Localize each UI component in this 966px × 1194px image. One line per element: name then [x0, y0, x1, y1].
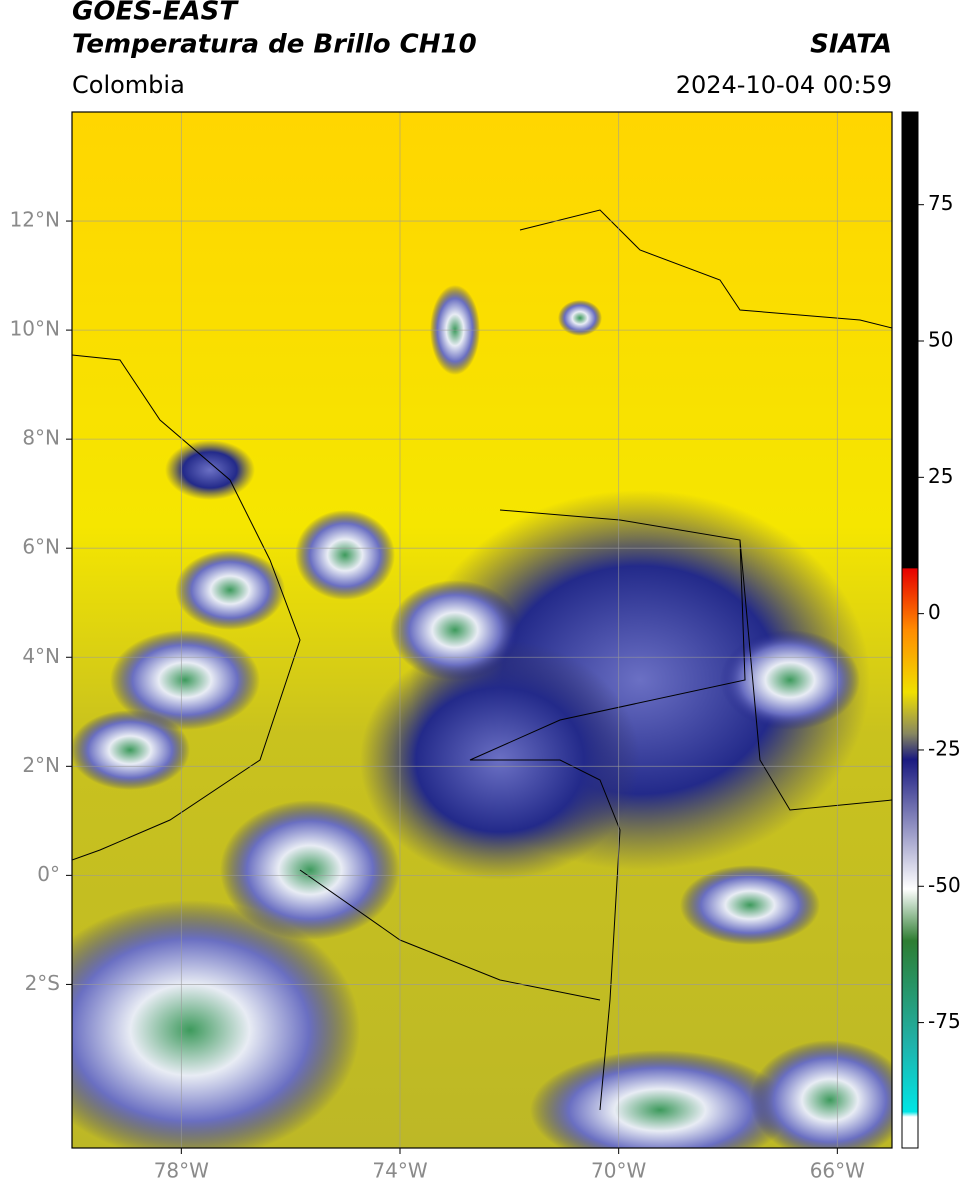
y-tick-label: 12°N	[10, 208, 60, 232]
datetime: 2024-10-04 00:59	[676, 71, 892, 99]
subtitle: Temperatura de Brillo CH10	[72, 30, 477, 60]
colorbar-tick-label: -50	[928, 873, 961, 897]
colorbar-tick-label: -25	[928, 736, 961, 760]
title: GOES-EAST	[72, 0, 239, 27]
x-tick-label: 74°W	[372, 1159, 427, 1183]
x-tick-label: 66°W	[810, 1159, 865, 1183]
x-tick-label: 78°W	[154, 1159, 209, 1183]
y-tick-label: 8°N	[22, 426, 60, 450]
y-tick-label: 6°N	[22, 535, 60, 559]
colorbar-tick-label: 0	[928, 600, 941, 624]
y-tick-label: 2°N	[22, 753, 60, 777]
satellite-image	[72, 112, 892, 1148]
y-tick-label: 10°N	[10, 317, 60, 341]
y-tick-label: 2°S	[25, 971, 60, 995]
colorbar-tick-label: 50	[928, 328, 953, 352]
colorbar-tick-label: 25	[928, 464, 953, 488]
region: Colombia	[72, 71, 185, 99]
map-frame	[71, 111, 893, 1149]
source: SIATA	[810, 30, 892, 60]
colorbar	[901, 111, 919, 1149]
colorbar-tick-label: -75	[928, 1009, 961, 1033]
y-tick-label: 0°	[37, 862, 60, 886]
y-tick-label: 4°N	[22, 644, 60, 668]
x-tick-label: 70°W	[591, 1159, 646, 1183]
colorbar-tick-label: 75	[928, 191, 953, 215]
